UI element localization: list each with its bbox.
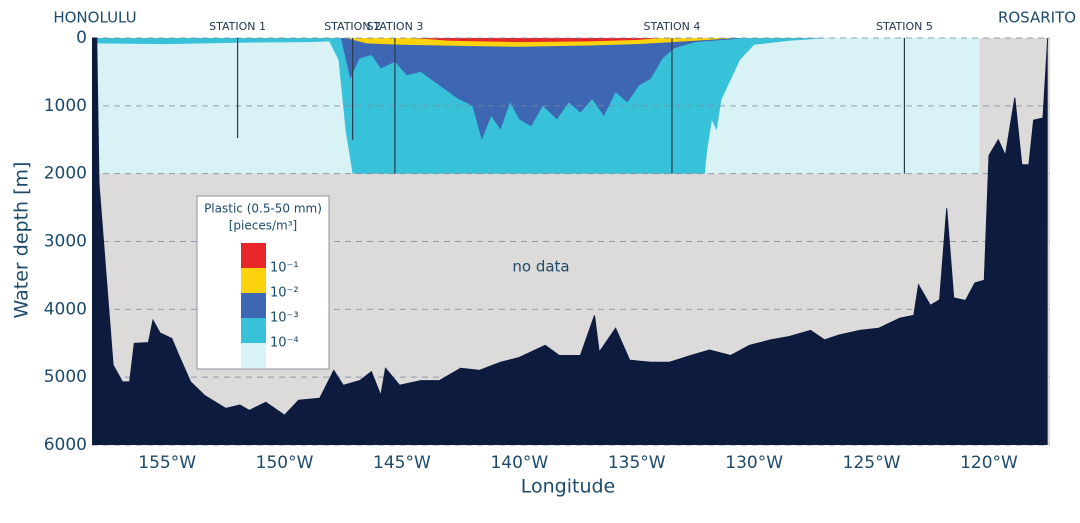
legend-label: 10⁻⁴ (270, 336, 299, 351)
seafloor (92, 37, 1049, 416)
x-tick-label: 120°W (960, 453, 1018, 473)
x-tick-label: 135°W (608, 453, 666, 473)
y-tick-label: 5000 (44, 367, 87, 387)
y-tick-label: 6000 (44, 435, 87, 455)
x-tick-label: 155°W (138, 453, 196, 473)
legend: Plastic (0.5-50 mm) [pieces/m³] 10⁻¹ 10⁻² 10… (196, 195, 330, 370)
x-tick-label: 145°W (373, 453, 431, 473)
station-label: STATION 5 (876, 20, 933, 33)
x-tick-label: 150°W (256, 453, 314, 473)
y-axis-label: Water depth [m] (11, 162, 33, 319)
x-tick-label: 130°W (725, 453, 783, 473)
legend-swatch (241, 343, 266, 368)
x-tick-label: 125°W (843, 453, 901, 473)
x-axis-label: Longitude (521, 476, 616, 498)
legend-title: Plastic (0.5-50 mm) (204, 202, 322, 216)
y-tick-label: 1000 (44, 96, 87, 116)
station-label: STATION 2 (324, 20, 381, 33)
station-label: STATION 4 (644, 20, 701, 33)
legend-swatch (241, 268, 266, 293)
right-end-label: ROSARITO (998, 9, 1076, 27)
legend-swatch (241, 243, 266, 268)
y-tick-label: 0 (76, 28, 87, 48)
legend-label: 10⁻² (270, 286, 299, 301)
y-tick-label: 3000 (44, 232, 87, 252)
left-end-label: HONOLULU (53, 9, 136, 27)
legend-swatch (241, 293, 266, 318)
legend-label: 10⁻³ (270, 311, 299, 326)
station-label: STATION 3 (366, 20, 423, 33)
legend-label: 10⁻¹ (270, 261, 299, 276)
legend-unit: [pieces/m³] (229, 219, 297, 233)
concentration-area (413, 38, 661, 43)
y-tick-label: 2000 (44, 164, 87, 184)
station-label: STATION 1 (209, 20, 266, 33)
seafloor-fill (92, 38, 1048, 445)
legend-swatch (241, 318, 266, 343)
no-data-label: no data (512, 258, 569, 276)
concentration-area (340, 38, 743, 140)
y-tick-label: 4000 (44, 299, 87, 319)
x-tick-label: 140°W (490, 453, 548, 473)
